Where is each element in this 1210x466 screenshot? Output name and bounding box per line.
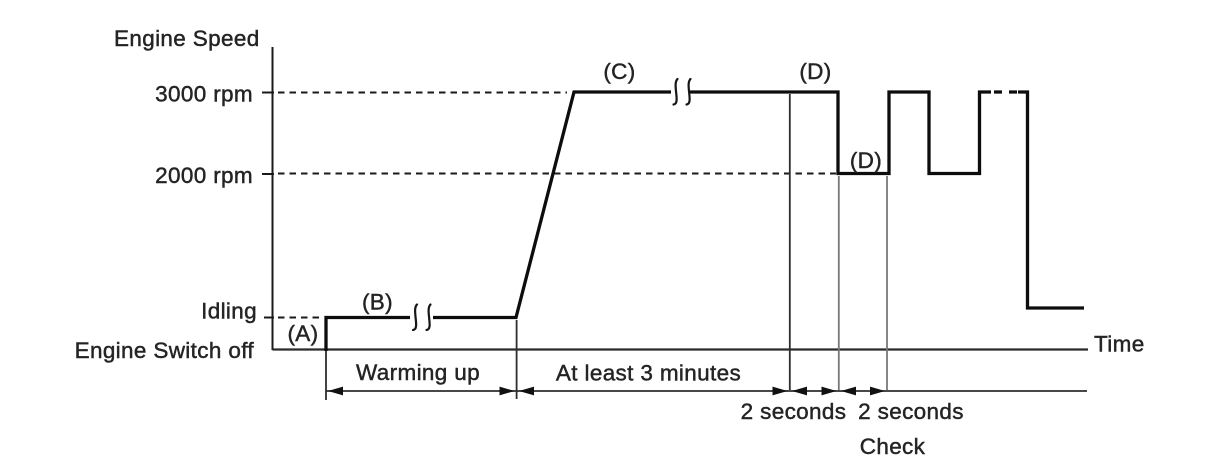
- svg-text:Engine Switch off: Engine Switch off: [75, 338, 255, 363]
- svg-text:Idling: Idling: [201, 299, 257, 324]
- svg-text:3000 rpm: 3000 rpm: [155, 81, 253, 106]
- svg-text:(D): (D): [799, 59, 831, 84]
- svg-text:(D): (D): [850, 148, 882, 173]
- svg-text:At least 3 minutes: At least 3 minutes: [556, 361, 741, 386]
- svg-text:(A): (A): [287, 321, 318, 346]
- svg-text:2 seconds: 2 seconds: [858, 399, 964, 424]
- svg-text:2000 rpm: 2000 rpm: [155, 163, 253, 188]
- svg-text:2 seconds: 2 seconds: [741, 399, 847, 424]
- svg-text:Engine Speed: Engine Speed: [114, 26, 260, 51]
- svg-text:(C): (C): [603, 59, 635, 84]
- svg-text:Warming up: Warming up: [356, 360, 480, 385]
- svg-text:(B): (B): [362, 290, 393, 315]
- svg-text:Time: Time: [1094, 332, 1145, 357]
- svg-text:Check: Check: [860, 434, 926, 459]
